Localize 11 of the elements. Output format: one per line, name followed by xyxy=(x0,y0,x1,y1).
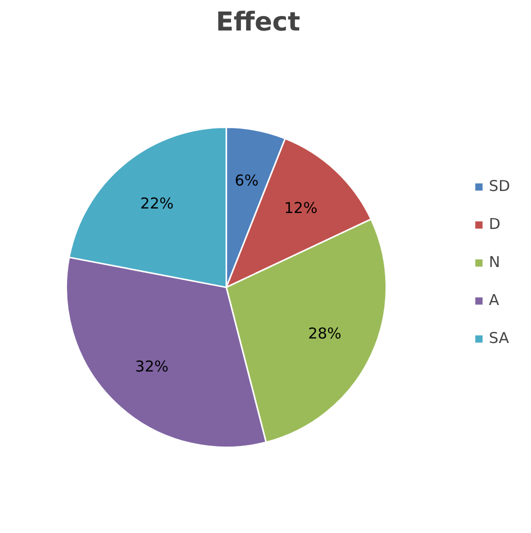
data-label: 6% xyxy=(234,171,259,190)
data-label: 12% xyxy=(284,198,318,217)
chart-title: Effect xyxy=(216,8,300,38)
legend-label: SD xyxy=(488,177,510,195)
legend-label: N xyxy=(488,253,502,271)
data-label: 32% xyxy=(135,358,168,376)
legend-label: SA xyxy=(488,329,509,347)
legend-label: A xyxy=(488,291,500,309)
data-label: 28% xyxy=(308,324,342,343)
legend-label: D xyxy=(488,215,502,233)
data-label: 22% xyxy=(140,194,174,212)
